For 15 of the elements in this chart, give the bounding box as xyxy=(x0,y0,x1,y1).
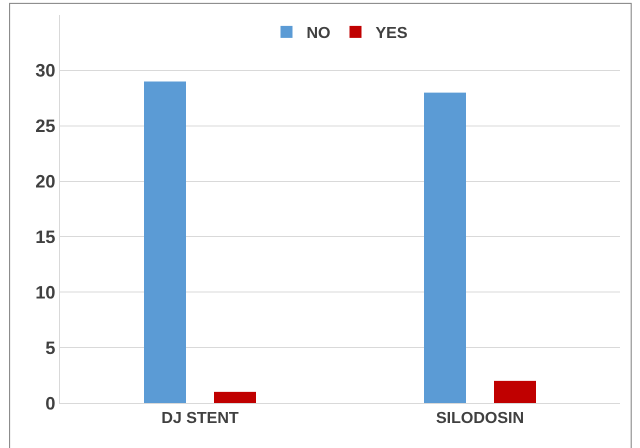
legend-label: NO xyxy=(306,25,330,42)
bar xyxy=(144,82,186,403)
x-tick-label: DJ STENT xyxy=(161,410,239,428)
bar xyxy=(214,392,256,403)
bar xyxy=(494,380,536,403)
x-tick-label: SILODOSIN xyxy=(436,410,524,428)
y-tick-label: 0 xyxy=(45,393,56,414)
y-tick-label: 5 xyxy=(45,338,56,358)
y-tick-label: 30 xyxy=(35,60,56,81)
y-tick-label: 20 xyxy=(35,172,56,192)
legend-label: YES xyxy=(376,25,408,42)
y-tick-label: 15 xyxy=(35,227,56,248)
y-tick-label: 10 xyxy=(35,282,56,302)
bar xyxy=(424,92,466,403)
y-tick-label: 25 xyxy=(35,116,56,136)
